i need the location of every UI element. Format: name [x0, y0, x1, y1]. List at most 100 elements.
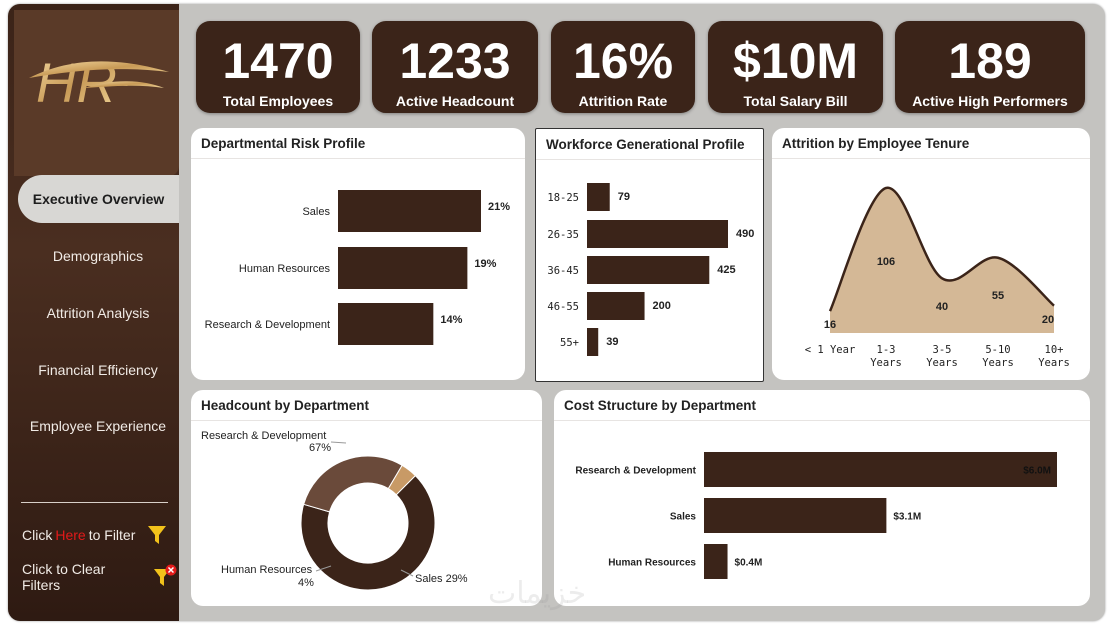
- clear-filters-button[interactable]: Click to Clear Filters: [22, 561, 177, 593]
- nav-demographics[interactable]: Demographics: [52, 248, 144, 264]
- hr-logo-icon: HR: [29, 51, 169, 114]
- kpi-label: Active High Performers: [912, 93, 1068, 109]
- card-generational-profile: Workforce Generational Profile 18-25 79 26…: [535, 128, 764, 382]
- card-headcount-department: Headcount by Department Research & Devel…: [191, 390, 542, 606]
- generation-bar: [587, 292, 645, 320]
- generation-value-label: 39: [606, 336, 618, 348]
- generation-bar: [587, 220, 728, 248]
- chart-title: Departmental Risk Profile: [201, 136, 366, 151]
- tenure-value-label: 40: [936, 301, 948, 313]
- generational-chart: 18-25 79 26-35 490 36-45 425 46-55 200 55+ 39: [547, 183, 754, 356]
- donut-slice: [300, 474, 436, 591]
- chart-title: Headcount by Department: [201, 398, 370, 413]
- generation-value-label: 490: [736, 228, 754, 240]
- tenure-category-label-line2: Years: [926, 357, 958, 369]
- risk-value-label: 21%: [488, 201, 510, 213]
- kpi-label: Active Headcount: [395, 93, 515, 109]
- filter-here-link[interactable]: Here: [55, 527, 86, 543]
- generation-value-label: 425: [717, 264, 735, 276]
- kpi-value: 189: [948, 33, 1032, 89]
- cost-value-label: $0.4M: [735, 558, 763, 569]
- generation-bar: [587, 328, 599, 356]
- nav-executive-overview[interactable]: Executive Overview: [18, 175, 179, 223]
- tenure-value-label: 20: [1042, 314, 1054, 326]
- cost-category-label: Human Resources: [608, 558, 696, 569]
- nav-employee-experience[interactable]: Employee Experience: [29, 418, 167, 434]
- risk-value-label: 19%: [474, 258, 496, 270]
- cost-category-label: Sales: [670, 512, 697, 523]
- card-cost-structure: Cost Structure by Department Research & …: [554, 390, 1090, 606]
- funnel-icon: [148, 526, 167, 544]
- tenure-category-label: 3-5: [933, 344, 952, 356]
- risk-bar: [338, 303, 434, 345]
- generation-category-label: 26-35: [547, 229, 579, 241]
- kpi-attrition-rate: 16% Attrition Rate: [551, 21, 695, 113]
- generation-value-label: 79: [618, 191, 630, 203]
- donut-category-label: Human Resources: [221, 564, 313, 576]
- cost-bar: [704, 498, 887, 533]
- generation-category-label: 46-55: [547, 301, 579, 313]
- cost-bar: [704, 452, 1057, 487]
- donut-leader-line: [400, 569, 414, 577]
- dashboard-frame: HR Executive Overview Demographics Attri…: [8, 4, 1105, 621]
- hr-logo: HR: [14, 10, 179, 176]
- kpi-value: $10M: [732, 33, 859, 89]
- kpi-total-employees: 1470 Total Employees: [196, 21, 360, 113]
- filter-post-text: to Filter: [88, 527, 136, 543]
- tenure-area: [830, 187, 1054, 333]
- watermark: خزيمات: [488, 576, 587, 611]
- cost-category-label: Research & Development: [575, 466, 696, 477]
- chart-title: Workforce Generational Profile: [546, 137, 745, 152]
- donut-leader-line: [315, 565, 332, 572]
- tenure-category-label-line2: Years: [1038, 357, 1070, 369]
- generation-bar: [587, 256, 710, 284]
- kpi-label: Attrition Rate: [578, 93, 668, 109]
- donut-value-label: Sales 29%: [415, 573, 468, 585]
- risk-category-label: Human Resources: [239, 263, 331, 275]
- donut-leader-line: [330, 441, 347, 444]
- kpi-value: 16%: [572, 33, 674, 89]
- tenure-value-label: 55: [992, 290, 1004, 302]
- kpi-value: 1470: [222, 33, 334, 89]
- cost-value-label: $3.1M: [893, 512, 921, 523]
- donut-slice: [387, 464, 417, 496]
- donut-value-label: 4%: [298, 577, 314, 589]
- risk-value-label: 14%: [440, 314, 462, 326]
- cost-bar: [704, 544, 728, 579]
- tenure-line: [828, 186, 1055, 312]
- generation-category-label: 55+: [560, 337, 579, 349]
- generation-category-label: 18-25: [547, 192, 579, 204]
- sidebar-divider: [21, 502, 168, 503]
- chart-title: Cost Structure by Department: [564, 398, 757, 413]
- cost-chart: Research & Development $6.0M Sales $3.1M Hum…: [575, 452, 1057, 579]
- filter-button[interactable]: Click Here to Filter: [22, 522, 177, 548]
- donut-slice: [303, 455, 403, 513]
- kpi-label: Total Salary Bill: [743, 93, 848, 109]
- risk-chart: Sales 21% Human Resources 19% Research & Dev…: [205, 190, 510, 345]
- tenure-value-label: 106: [877, 256, 895, 268]
- clear-filters-text: Click to Clear Filters: [22, 561, 106, 593]
- kpi-active-high-performers: 189 Active High Performers: [895, 21, 1085, 113]
- card-departmental-risk: Departmental Risk Profile Sales 21% Human …: [191, 128, 525, 380]
- tenure-value-label: 16: [824, 319, 836, 331]
- sidebar: HR Executive Overview Demographics Attri…: [8, 4, 179, 621]
- generation-bar: [587, 183, 610, 211]
- tenure-category-label-line2: Years: [982, 357, 1014, 369]
- kpi-label: Total Employees: [222, 93, 334, 109]
- nav-financial-efficiency[interactable]: Financial Efficiency: [38, 362, 158, 378]
- tenure-category-label: 10+: [1045, 344, 1064, 356]
- kpi-active-headcount: 1233 Active Headcount: [372, 21, 538, 113]
- generation-value-label: 200: [653, 300, 671, 312]
- chart-title: Attrition by Employee Tenure: [782, 136, 970, 151]
- filter-pre-text: Click: [22, 527, 53, 543]
- kpi-value: 1233: [399, 33, 511, 89]
- donut-value-label: 67%: [309, 442, 331, 454]
- tenure-category-label: < 1 Year: [805, 344, 856, 356]
- card-attrition-tenure: Attrition by Employee Tenure 16 106 40 55 20…: [772, 128, 1090, 380]
- cost-value-label: $6.0M: [1023, 466, 1051, 477]
- nav-attrition-analysis[interactable]: Attrition Analysis: [46, 305, 150, 321]
- tenure-category-label: 5-10: [985, 344, 1010, 356]
- risk-category-label: Research & Development: [205, 319, 330, 331]
